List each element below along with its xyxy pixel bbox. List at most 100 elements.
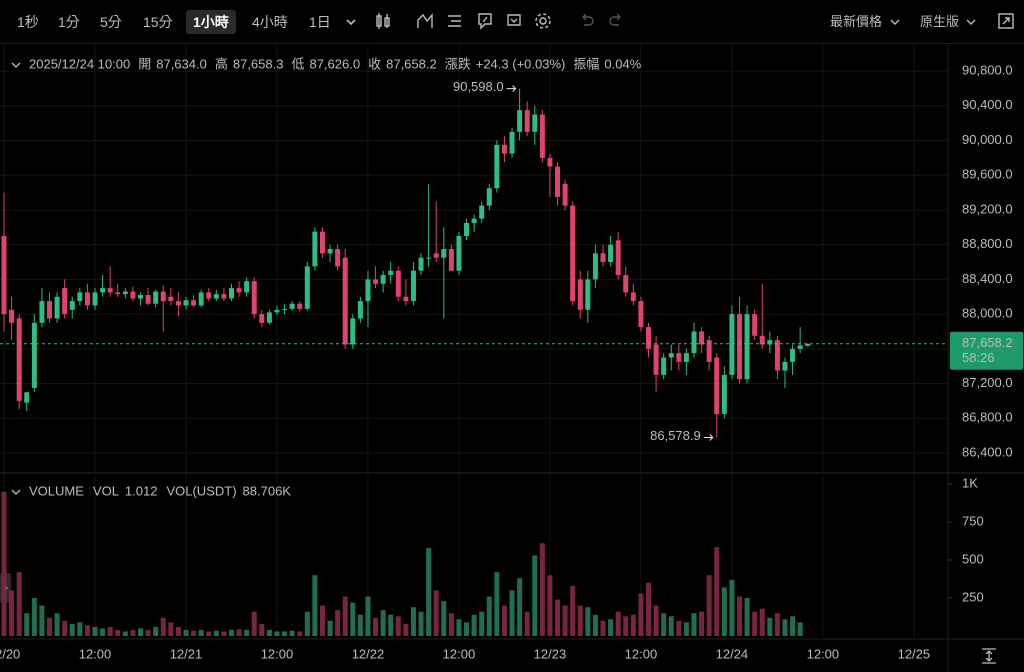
candle-body [418, 257, 424, 271]
y-tick-label: 88,000.0 [962, 306, 1013, 321]
candle-body [403, 296, 409, 302]
candle-body [661, 357, 667, 375]
y-tick-label: 90,000.0 [962, 132, 1013, 147]
volume-bar [221, 631, 227, 636]
candle-body [577, 279, 583, 310]
volume-bar [39, 605, 45, 636]
candle-body [630, 292, 636, 302]
interval-button[interactable]: 4小時 [252, 14, 288, 30]
volume-bar [213, 630, 219, 636]
volume-bar [509, 590, 515, 636]
y-tick-label: 89,200.0 [962, 201, 1013, 216]
y-tick-label: 90,800.0 [962, 63, 1013, 78]
volume-bar [691, 613, 697, 636]
interval-button-selected[interactable]: 1小時 [186, 10, 236, 34]
volume-title: VOLUME [29, 483, 84, 498]
fullscreen-icon[interactable] [997, 11, 1015, 31]
annotation-arrow [506, 85, 517, 92]
header-label: 高 [215, 56, 228, 71]
collapse-icon[interactable] [11, 62, 21, 68]
price-type-select[interactable]: 最新價格 [830, 14, 883, 29]
volume-header-value: 88.706K [243, 483, 292, 498]
interval-button[interactable]: 5分 [100, 14, 122, 30]
candle-body [592, 253, 598, 280]
candle-body [122, 291, 128, 295]
toolbar: 1秒 1分 5分 15分 1小時 4小時 1日 最新價格 原生版 [0, 0, 1024, 44]
candle-body [774, 340, 780, 371]
candle-body [524, 110, 530, 132]
volume-bar [592, 614, 598, 636]
volume-bar [486, 596, 492, 636]
header-value: 87,634.0 [156, 56, 207, 71]
candle-body [221, 294, 227, 299]
candle-body [115, 292, 121, 295]
settings-icon[interactable] [534, 11, 552, 31]
candle-body [494, 144, 500, 189]
volume-bar [274, 631, 280, 636]
more-intervals-icon[interactable] [344, 15, 358, 29]
undo-icon[interactable] [578, 11, 596, 31]
volume-bar [357, 614, 363, 636]
candle-body [1, 235, 7, 315]
volume-bar [282, 631, 288, 636]
candle-body [69, 301, 75, 310]
redo-icon[interactable] [607, 11, 625, 31]
candle-body [797, 345, 803, 349]
annotation-arrow [703, 434, 714, 441]
header-label: 開 [138, 56, 151, 71]
x-tick-label: 12/24 [716, 646, 749, 661]
interval-button[interactable]: 1秒 [17, 14, 39, 30]
low-annotation: 86,578.9 [650, 428, 701, 443]
volume-bar [206, 631, 212, 636]
candle-body [646, 327, 652, 349]
collapse-icon[interactable] [11, 489, 21, 495]
volume-bar [297, 631, 303, 636]
volume-bar [797, 622, 803, 636]
template-icon[interactable] [505, 11, 523, 31]
candle-body [433, 253, 439, 258]
volume-bar [501, 605, 507, 636]
volume-bar [365, 596, 371, 636]
volume-bar [524, 611, 530, 636]
volume-bar [668, 616, 674, 636]
candle-body [274, 309, 280, 313]
candle-body [160, 291, 166, 302]
candle-body [54, 296, 60, 319]
candle-body [312, 231, 318, 267]
scale-reset-icon[interactable] [982, 648, 996, 664]
volume-bar [304, 611, 310, 636]
interval-button[interactable]: 1分 [58, 14, 80, 30]
candle-body [289, 303, 295, 309]
candle-body [691, 331, 697, 354]
indicator-icon[interactable] [416, 11, 434, 31]
candle-type-icon[interactable] [374, 11, 392, 31]
volume-bar [92, 626, 98, 636]
volume-bar [729, 579, 735, 636]
volume-bar [100, 628, 106, 636]
drawing-list-icon[interactable] [446, 11, 464, 31]
interval-button[interactable]: 1日 [309, 14, 331, 30]
version-select[interactable]: 原生版 [920, 14, 960, 29]
candle-body [9, 309, 15, 323]
volume-bar [532, 555, 538, 636]
volume-bar [517, 578, 523, 636]
countdown-label: 58:26 [962, 350, 995, 365]
x-tick-label: 12:00 [79, 646, 112, 661]
draw-tool-icon[interactable] [476, 11, 494, 31]
candle-body [517, 110, 523, 132]
candle-body [410, 270, 416, 302]
volume-bar [471, 614, 477, 636]
interval-button[interactable]: 15分 [143, 14, 173, 30]
chevron-icon [890, 19, 900, 25]
volume-bar [456, 619, 462, 636]
volume-bar [380, 610, 386, 636]
candle-body [297, 303, 303, 309]
candle-body [456, 235, 462, 271]
x-tick-label: 12/23 [534, 646, 567, 661]
last-price-box [950, 331, 1023, 370]
volume-bar [767, 617, 773, 636]
candle-body [62, 288, 68, 315]
